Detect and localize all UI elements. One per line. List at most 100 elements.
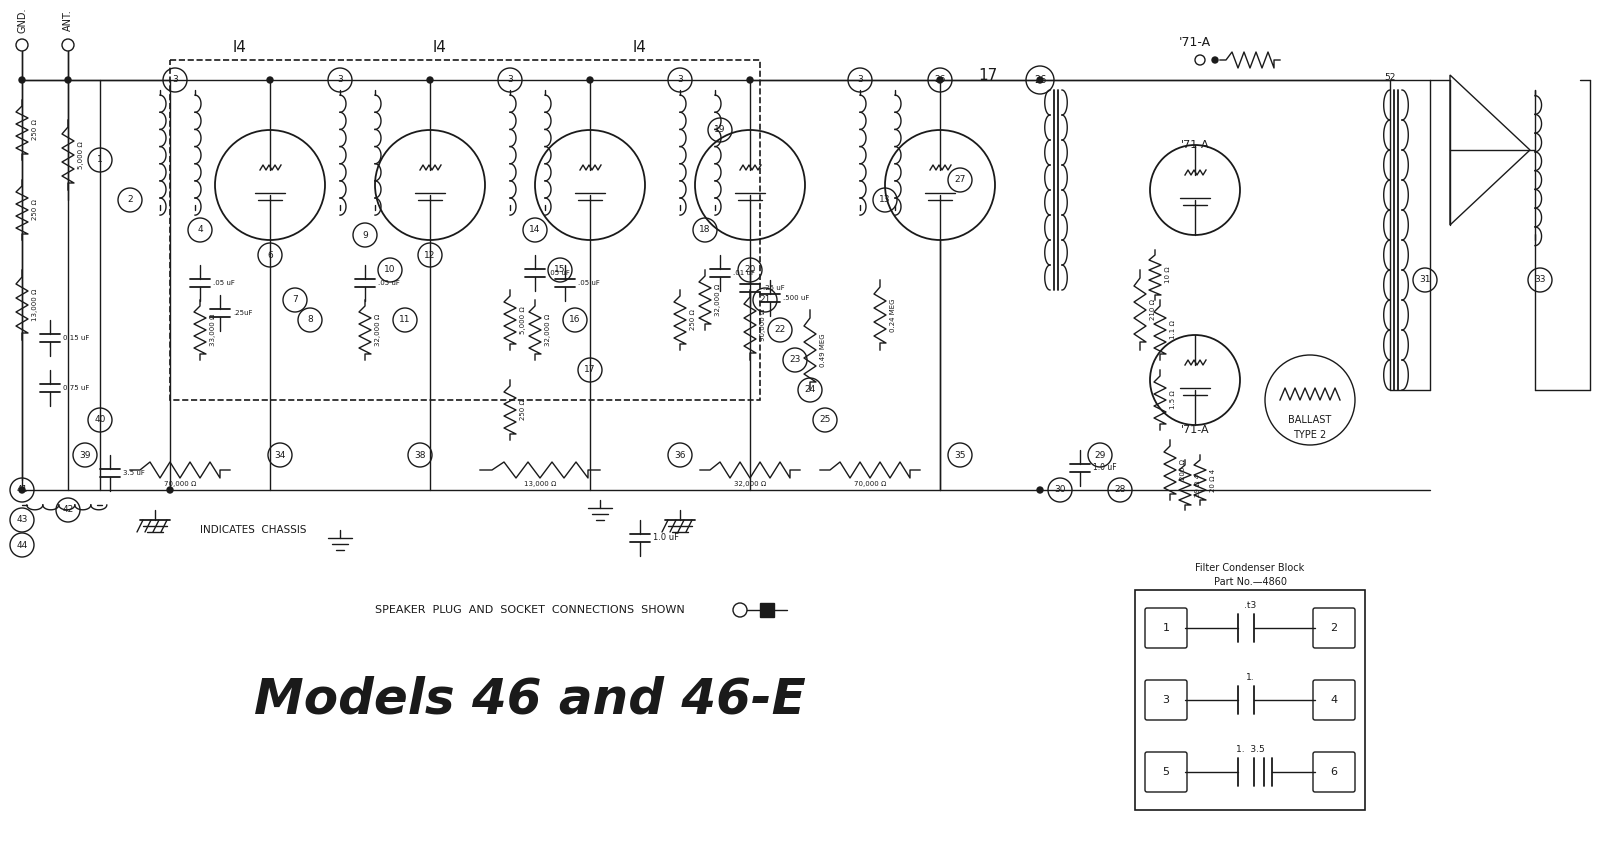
Text: Filter Condenser Block: Filter Condenser Block (1195, 563, 1304, 573)
Text: 5: 5 (1163, 767, 1170, 777)
Text: 4: 4 (1331, 695, 1338, 705)
Text: 39: 39 (80, 450, 91, 460)
Text: 3: 3 (1163, 695, 1170, 705)
Text: .01 uF: .01 uF (733, 270, 755, 276)
Text: 250 Ω: 250 Ω (32, 199, 38, 220)
Text: SPEAKER  PLUG  AND  SOCKET  CONNECTIONS  SHOWN: SPEAKER PLUG AND SOCKET CONNECTIONS SHOW… (374, 605, 685, 615)
Text: 2: 2 (126, 196, 133, 204)
Circle shape (1037, 77, 1043, 83)
Text: INDICATES  CHASSIS: INDICATES CHASSIS (200, 525, 307, 535)
Text: 5,000 Ω: 5,000 Ω (78, 141, 83, 169)
Text: 31: 31 (1419, 276, 1430, 284)
Text: 18: 18 (699, 226, 710, 235)
Text: 1.1 Ω: 1.1 Ω (1170, 321, 1176, 339)
Text: .25uF: .25uF (234, 310, 253, 316)
Text: 2: 2 (1331, 623, 1338, 633)
Text: 32,000 Ω: 32,000 Ω (374, 314, 381, 346)
Text: 1.  3.5: 1. 3.5 (1235, 745, 1264, 755)
Text: 1.: 1. (1246, 673, 1254, 683)
Text: 36: 36 (674, 450, 686, 460)
Circle shape (1213, 57, 1218, 63)
Text: 15: 15 (554, 265, 566, 275)
Text: .05 uF: .05 uF (578, 280, 600, 286)
Text: 12: 12 (424, 250, 435, 259)
Circle shape (66, 77, 70, 83)
Text: 20: 20 (744, 265, 755, 275)
Text: 70,000 Ω: 70,000 Ω (163, 481, 197, 487)
Text: 20 Ω 4: 20 Ω 4 (1210, 468, 1216, 492)
Text: 13: 13 (880, 196, 891, 204)
Text: 35: 35 (954, 450, 966, 460)
Text: Models 46 and 46-E: Models 46 and 46-E (254, 676, 806, 724)
Text: 30: 30 (1054, 486, 1066, 494)
Text: 32,000 Ω: 32,000 Ω (546, 314, 550, 346)
Circle shape (747, 77, 754, 83)
Text: ANT.: ANT. (62, 9, 74, 31)
Circle shape (587, 77, 594, 83)
Text: 43: 43 (16, 516, 27, 525)
Text: .t3: .t3 (1243, 601, 1256, 611)
Text: l4: l4 (234, 41, 246, 55)
Text: 1.0 uF: 1.0 uF (1093, 464, 1117, 472)
Text: 7: 7 (293, 295, 298, 304)
Text: 3: 3 (173, 75, 178, 85)
Text: 3: 3 (338, 75, 342, 85)
Text: 3.5 uF: 3.5 uF (123, 470, 146, 476)
Text: 24: 24 (805, 386, 816, 394)
Bar (10, 5, 1590, 575)
Circle shape (1037, 487, 1043, 493)
Text: 0.15 uF: 0.15 uF (62, 335, 90, 341)
Text: 33: 33 (1534, 276, 1546, 284)
Circle shape (19, 487, 26, 493)
Text: 210 Ω: 210 Ω (1150, 299, 1155, 321)
Text: 26: 26 (1034, 75, 1046, 85)
Text: 26: 26 (934, 75, 946, 85)
Text: 11: 11 (400, 315, 411, 325)
Text: 1.5 Ω: 1.5 Ω (1170, 391, 1176, 410)
Text: l4: l4 (634, 41, 646, 55)
Text: 90,000 Ω: 90,000 Ω (760, 309, 766, 341)
Text: 8: 8 (307, 315, 314, 325)
Text: 40: 40 (94, 416, 106, 425)
Bar (170, 60, 760, 400)
Text: 16: 16 (570, 315, 581, 325)
Text: 14: 14 (530, 226, 541, 235)
Text: 10: 10 (384, 265, 395, 275)
Bar (1134, 590, 1365, 810)
Text: 29: 29 (1094, 450, 1106, 460)
Text: 3: 3 (507, 75, 514, 85)
Text: '71-A: '71-A (1181, 425, 1210, 435)
Text: 3: 3 (858, 75, 862, 85)
Text: 250 Ω: 250 Ω (520, 399, 526, 421)
Text: 38: 38 (414, 450, 426, 460)
Text: '71-A: '71-A (1181, 140, 1210, 150)
Text: 0.75 uF: 0.75 uF (62, 385, 90, 391)
Circle shape (427, 77, 434, 83)
Text: 1: 1 (1163, 623, 1170, 633)
Text: 1: 1 (98, 155, 102, 165)
Text: 52: 52 (1384, 74, 1395, 82)
Text: 5,000 Ω: 5,000 Ω (520, 306, 526, 334)
Text: 6: 6 (267, 250, 274, 259)
Text: 21: 21 (760, 295, 771, 304)
Text: 22: 22 (774, 326, 786, 334)
Text: .05 uF: .05 uF (378, 280, 400, 286)
Text: 34: 34 (274, 450, 286, 460)
Text: 1.0 uF: 1.0 uF (653, 533, 678, 543)
Text: 4: 4 (197, 226, 203, 235)
Text: 6: 6 (1331, 767, 1338, 777)
Text: 10 Ω: 10 Ω (1165, 266, 1171, 283)
Text: 13,000 Ω: 13,000 Ω (523, 481, 557, 487)
Text: GND.: GND. (18, 8, 27, 33)
Text: 3: 3 (677, 75, 683, 85)
Text: 32,000 Ω: 32,000 Ω (715, 284, 722, 316)
Text: 27: 27 (954, 176, 966, 185)
Circle shape (267, 77, 274, 83)
Text: 25: 25 (819, 416, 830, 425)
Text: 9: 9 (362, 231, 368, 239)
Text: 17: 17 (584, 365, 595, 375)
Text: 17: 17 (978, 68, 998, 82)
Text: .25 uF: .25 uF (763, 285, 784, 291)
Text: .05 uF: .05 uF (547, 270, 570, 276)
Text: 0.24 MEG: 0.24 MEG (890, 298, 896, 332)
